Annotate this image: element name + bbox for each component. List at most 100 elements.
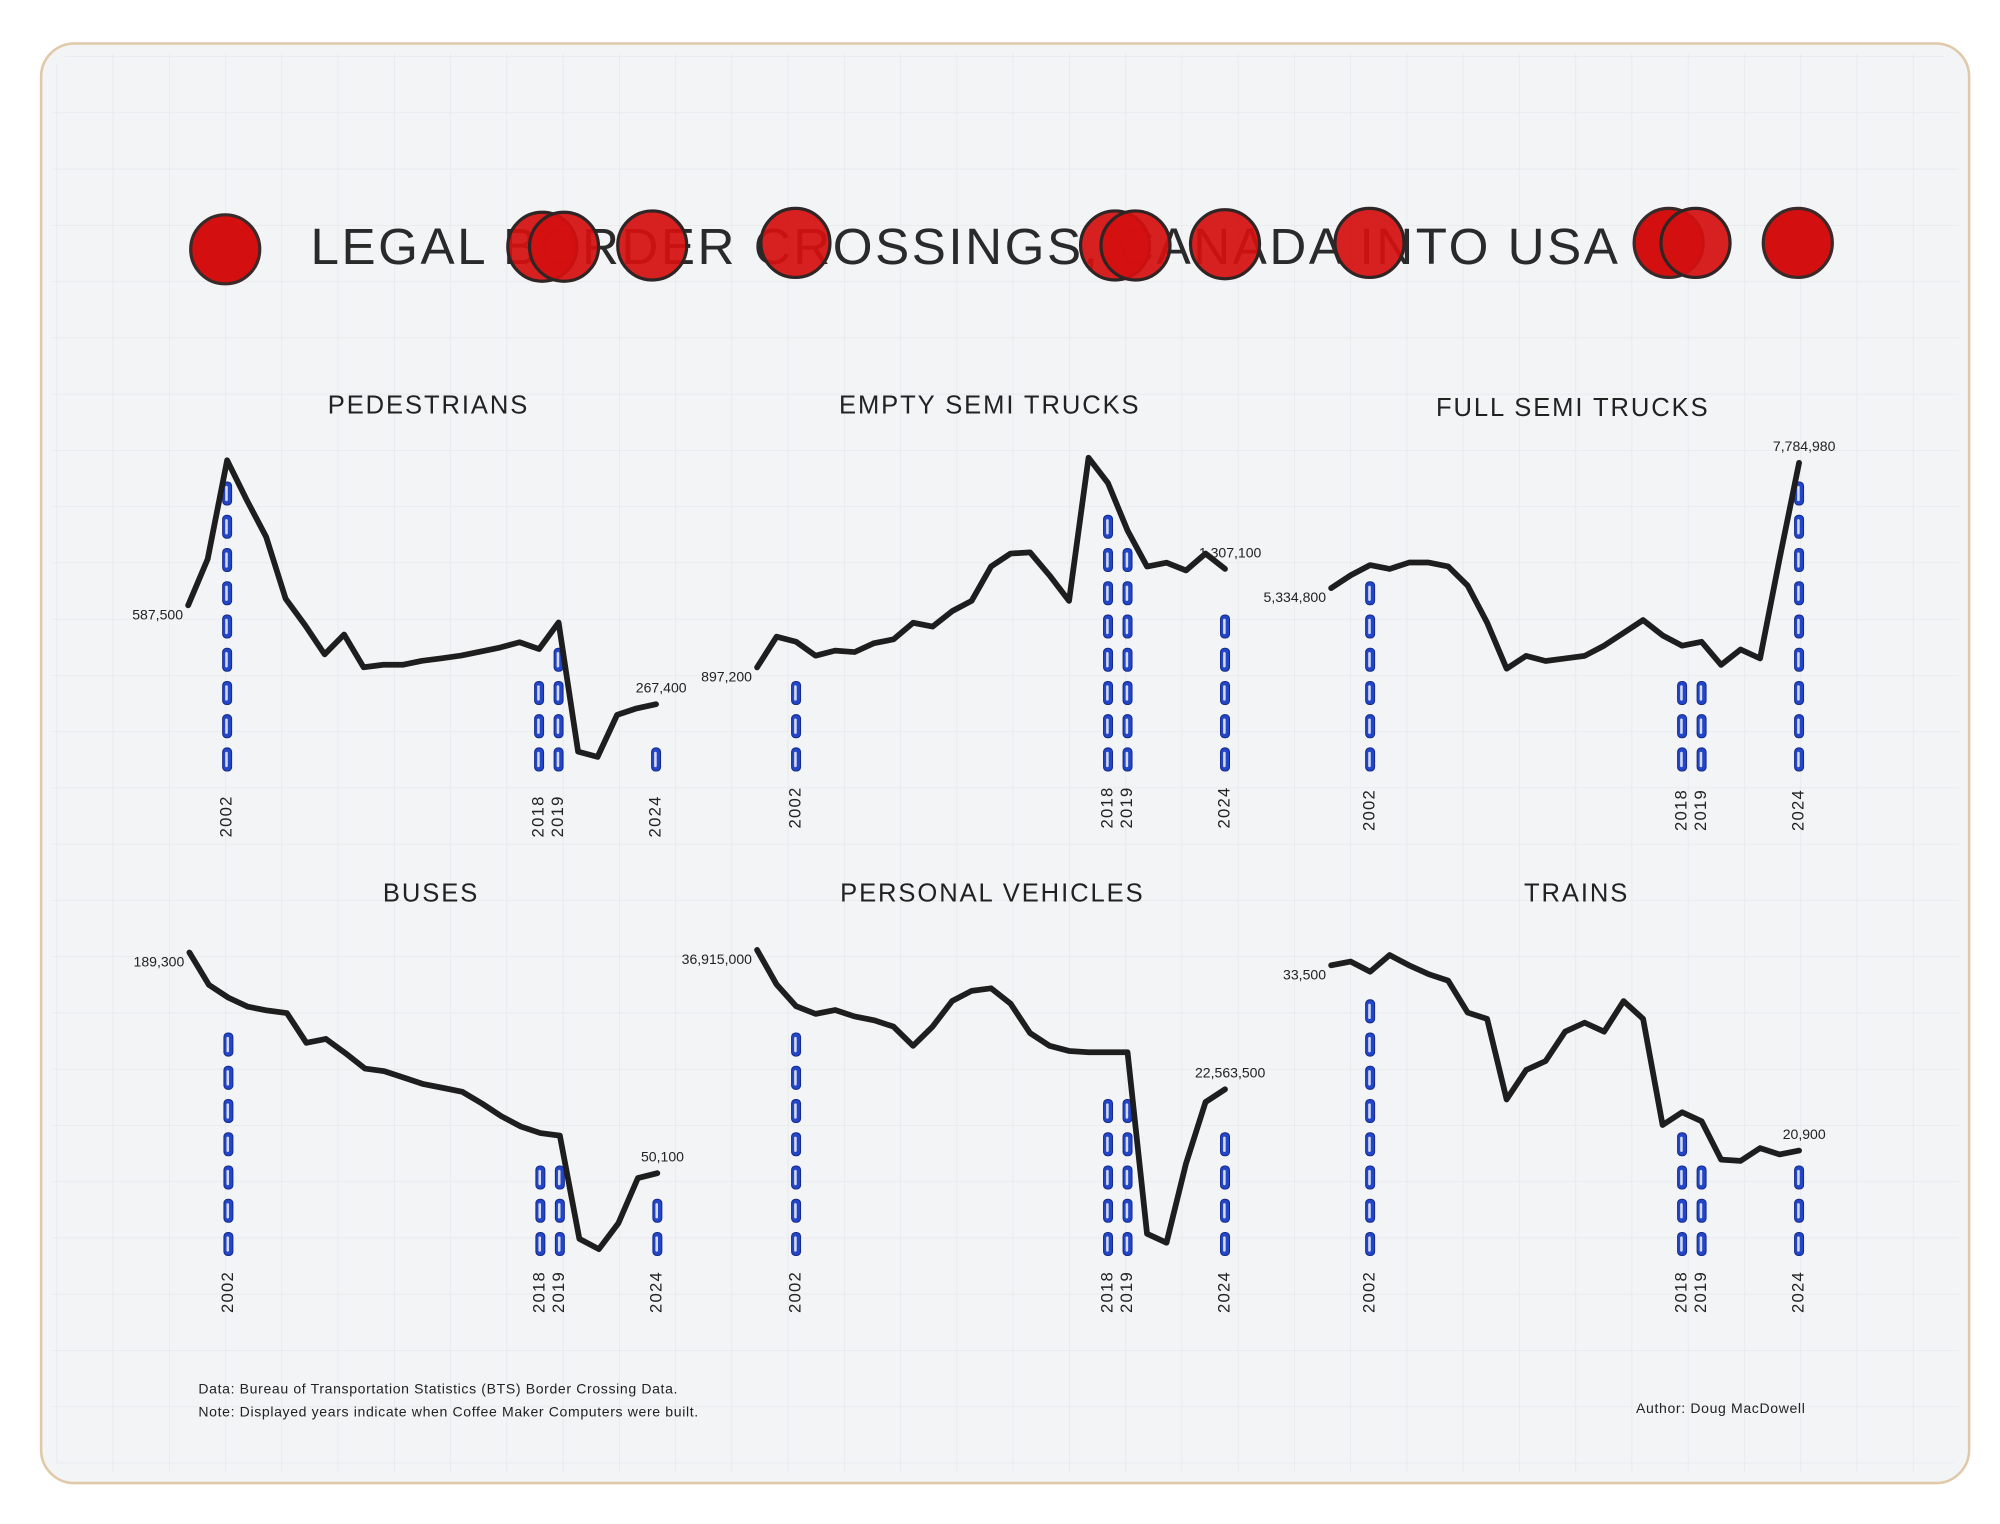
coffee-maker-highlight <box>1125 652 1129 668</box>
red-dot <box>616 209 689 282</box>
red-dot <box>1659 206 1732 280</box>
coffee-maker-column <box>1696 680 1707 772</box>
coffee-maker-highlight <box>1125 1236 1129 1252</box>
coffee-maker-column <box>553 647 564 772</box>
red-dot <box>1099 209 1172 282</box>
data-line <box>754 454 1228 671</box>
coffee-maker-highlight <box>794 1136 797 1152</box>
coffee-maker-highlight <box>1797 585 1800 601</box>
coffee-maker-highlight <box>794 685 797 701</box>
coffee-maker-highlight <box>1223 718 1226 734</box>
chart-title: TRAINS <box>1524 880 1629 908</box>
year-label: 2018 <box>1097 786 1116 828</box>
coffee-maker-highlight <box>1368 1070 1371 1086</box>
coffee-maker-highlight <box>1368 1036 1371 1053</box>
coffee-maker-highlight <box>1368 1203 1371 1219</box>
year-label: 2018 <box>528 795 547 837</box>
coffee-maker-highlight <box>1368 585 1371 601</box>
coffee-maker-highlight <box>794 751 797 768</box>
author: Author: Doug MacDowell <box>1636 1400 1805 1416</box>
coffee-maker-highlight <box>226 1103 230 1119</box>
line-chart: FULL SEMI TRUCKS 2002 2018 2019 2024 5,334,80… <box>1264 394 1836 831</box>
coffee-maker-highlight <box>1106 685 1109 701</box>
coffee-maker-highlight <box>1125 718 1129 734</box>
coffee-maker-highlight <box>1106 519 1109 535</box>
value-label: 1,307,100 <box>1199 544 1262 560</box>
red-dot <box>527 210 601 283</box>
coffee-maker-column <box>1122 1099 1133 1257</box>
year-label: 2024 <box>1788 789 1807 831</box>
coffee-maker-highlight <box>1106 1169 1109 1186</box>
source-note: Data: Bureau of Transportation Statistic… <box>198 1381 678 1397</box>
coffee-maker-column <box>1794 1165 1805 1257</box>
year-label: 2024 <box>645 795 664 837</box>
coffee-maker-highlight <box>225 718 228 734</box>
coffee-maker-highlight <box>1680 1203 1683 1219</box>
coffee-maker-highlight <box>1223 751 1226 768</box>
year-label: 2019 <box>548 795 567 837</box>
coffee-maker-highlight <box>538 1236 542 1252</box>
red-dots <box>189 206 1834 286</box>
value-label: 189,300 <box>134 953 185 969</box>
coffee-maker-highlight <box>1368 652 1371 668</box>
data-line <box>754 947 1228 1246</box>
coffee-maker-highlight <box>537 751 540 768</box>
coffee-maker-highlight <box>1106 1236 1109 1252</box>
red-dot <box>1188 208 1262 281</box>
coffee-maker-highlight <box>1797 652 1800 668</box>
chart-title: BUSES <box>383 880 479 908</box>
grid-paper <box>51 53 1959 1473</box>
footnote: Note: Displayed years indicate when Coff… <box>198 1404 698 1420</box>
coffee-maker-highlight <box>226 1036 230 1053</box>
coffee-maker-highlight <box>1223 1169 1226 1186</box>
value-label: 50,100 <box>641 1149 684 1165</box>
year-label: 2002 <box>218 1271 237 1313</box>
red-dots-front <box>506 206 1732 283</box>
coffee-maker-highlight <box>1797 751 1800 768</box>
value-label: 20,900 <box>1783 1126 1826 1142</box>
coffee-maker-highlight <box>225 618 228 635</box>
value-label: 897,200 <box>701 668 752 684</box>
coffee-maker-highlight <box>1125 618 1129 635</box>
coffee-maker-highlight <box>1223 652 1226 668</box>
coffee-maker-highlight <box>537 685 540 701</box>
coffee-maker-highlight <box>1680 685 1683 701</box>
coffee-maker-column <box>554 1165 565 1257</box>
red-dot <box>759 206 832 280</box>
coffee-maker-highlight <box>1106 1203 1109 1219</box>
coffee-maker-highlight <box>1797 1236 1800 1252</box>
coffee-maker-column <box>1122 547 1133 772</box>
coffee-maker-highlight <box>1106 585 1109 601</box>
coffee-maker-highlight <box>654 751 657 768</box>
value-label: 36,915,000 <box>682 951 752 967</box>
coffee-maker-highlight <box>1797 1203 1800 1219</box>
coffee-maker-highlight <box>225 519 228 535</box>
coffee-maker-column <box>1365 999 1376 1257</box>
red-dot <box>1761 206 1834 280</box>
year-label: 2018 <box>1671 1271 1690 1313</box>
coffee-maker-column <box>1677 680 1688 772</box>
coffee-maker-highlight <box>1368 1003 1371 1019</box>
chart-title: EMPTY SEMI TRUCKS <box>839 391 1141 419</box>
coffee-maker-highlight <box>794 1036 797 1053</box>
coffee-maker-column <box>222 481 233 772</box>
coffee-maker-highlight <box>226 1169 230 1186</box>
coffee-maker-highlight <box>1125 685 1129 701</box>
coffee-maker-highlight <box>1223 1203 1226 1219</box>
line-chart: PERSONAL VEHICLES 2002 2018 2019 2024 36,915,… <box>682 880 1266 1313</box>
line-chart: EMPTY SEMI TRUCKS 2002 2018 2019 2024 897,200… <box>701 391 1261 828</box>
coffee-maker-column <box>1220 1132 1231 1257</box>
coffee-maker-highlight <box>225 751 228 768</box>
year-label: 2002 <box>785 786 804 828</box>
coffee-maker-highlight <box>225 485 228 502</box>
value-label: 7,784,980 <box>1773 438 1836 454</box>
coffee-maker-highlight <box>1223 1136 1226 1152</box>
coffee-maker-highlight <box>1368 1136 1371 1152</box>
chart-title: PERSONAL VEHICLES <box>840 880 1144 908</box>
coffee-maker-column <box>651 747 662 772</box>
coffee-maker-highlight <box>655 1203 658 1219</box>
coffee-maker-highlight <box>1368 718 1371 734</box>
coffee-maker-highlight <box>1680 1169 1683 1186</box>
coffee-maker-column <box>652 1198 663 1257</box>
